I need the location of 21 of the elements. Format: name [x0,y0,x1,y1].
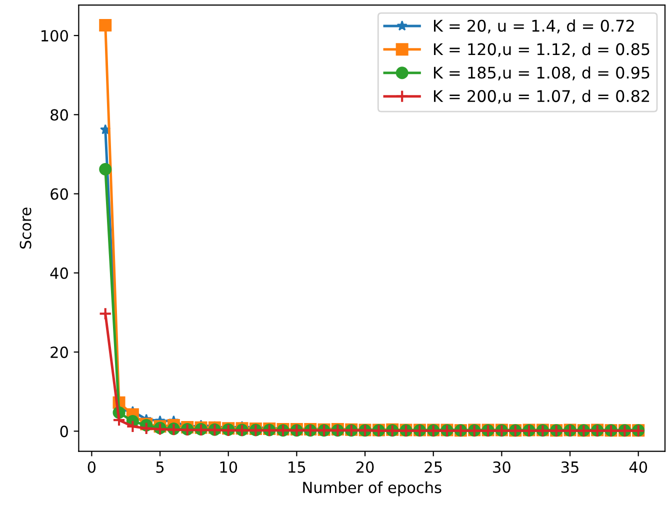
legend-label: K = 120,u = 1.12, d = 0.85 [434,42,650,57]
legend-label: K = 185,u = 1.08, d = 0.95 [434,66,650,80]
y-tick-label: 100 [42,30,68,42]
x-tick-label: 40 [629,461,648,473]
x-tick-label: 0 [88,461,96,473]
x-axis-title: Number of epochs [303,481,442,496]
y-tick-label: 40 [50,267,68,279]
x-tick-label: 15 [288,462,306,473]
y-axis-title: Score [20,208,32,249]
x-tick-label: 5 [156,462,164,473]
x-tick-label: 10 [220,461,238,473]
legend-label: K = 200,u = 1.07, d = 0.82 [434,90,650,104]
x-tick-label: 30 [493,461,510,473]
x-tick-label: 25 [424,461,442,473]
x-tick-label: 35 [561,461,578,473]
y-tick-label: 80 [50,109,68,121]
legend-label: K = 20, u = 1.4, d = 0.72 [434,19,634,34]
y-tick-label: 20 [50,346,68,358]
y-tick-label: 0 [60,426,68,438]
x-tick-label: 20 [356,461,374,473]
y-tick-label: 60 [50,188,68,200]
